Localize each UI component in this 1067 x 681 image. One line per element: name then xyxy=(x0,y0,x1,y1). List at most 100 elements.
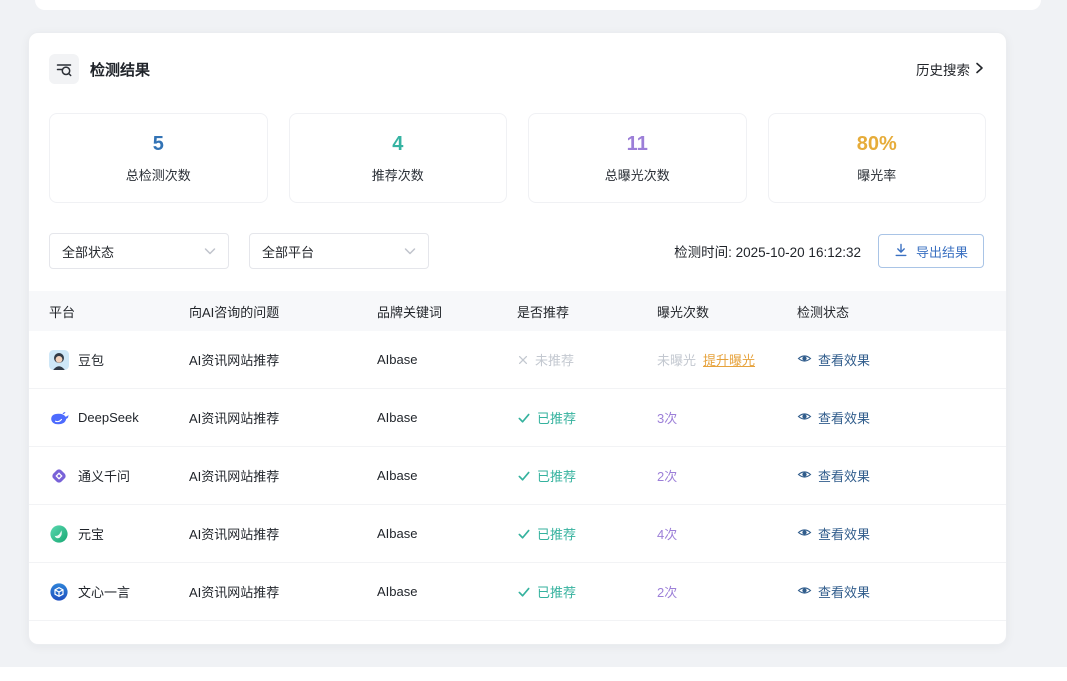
exposure-count: 4次 xyxy=(657,527,678,542)
status-filter-select[interactable]: 全部状态 xyxy=(49,233,229,269)
exposure-cell: 2次 xyxy=(657,582,797,601)
platform-name: 元宝 xyxy=(78,527,105,542)
chevron-right-icon xyxy=(975,62,984,77)
exposure-count: 3次 xyxy=(657,411,678,426)
recommend-cell: 已推荐 xyxy=(517,582,657,601)
page-title: 检测结果 xyxy=(90,61,151,79)
keyword-cell: AIbase xyxy=(377,410,418,425)
detection-results-panel: 检测结果 历史搜索 5 总检测次数 4 推荐次数 11 总曝光次数 80% 曝光… xyxy=(28,32,1007,645)
action-cell: 查看效果 xyxy=(797,408,1006,427)
table-row: DeepSeek AI资讯网站推荐 AIbase 已推荐 3次 查看效果 xyxy=(29,389,1006,447)
question-cell: AI资讯网站推荐 xyxy=(189,353,280,368)
previous-card-edge xyxy=(35,0,1041,10)
table-row: 豆包 AI资讯网站推荐 AIbase 未推荐 未曝光 提升曝光 查看效果 xyxy=(29,331,1006,389)
doubao-avatar-icon xyxy=(49,349,69,370)
stat-value: 5 xyxy=(152,133,164,155)
download-icon xyxy=(894,243,908,260)
keyword-cell: AIbase xyxy=(377,584,418,599)
eye-icon xyxy=(797,467,812,485)
platform-cell: 通义千问 xyxy=(49,466,189,486)
view-effect-link[interactable]: 查看效果 xyxy=(797,524,870,543)
eye-icon xyxy=(797,351,812,369)
view-effect-label: 查看效果 xyxy=(818,527,871,542)
boost-exposure-link[interactable]: 提升曝光 xyxy=(703,353,756,368)
recommended-status: 已推荐 xyxy=(517,466,657,485)
panel-title-wrap: 检测结果 xyxy=(49,54,150,84)
status-filter-value: 全部状态 xyxy=(62,244,115,260)
recommend-cell: 已推荐 xyxy=(517,408,657,427)
question-cell: AI资讯网站推荐 xyxy=(189,469,280,484)
wenxin-logo-icon xyxy=(49,582,69,602)
table-body: 豆包 AI资讯网站推荐 AIbase 未推荐 未曝光 提升曝光 查看效果 Deep… xyxy=(29,331,1006,621)
chevron-down-icon xyxy=(404,244,416,259)
table-row: 元宝 AI资讯网站推荐 AIbase 已推荐 4次 查看效果 xyxy=(29,505,1006,563)
eye-icon xyxy=(797,583,812,601)
view-effect-link[interactable]: 查看效果 xyxy=(797,350,870,369)
platform-name: DeepSeek xyxy=(78,410,139,425)
platform-cell: 豆包 xyxy=(49,349,189,370)
platform-filter-value: 全部平台 xyxy=(262,244,315,260)
stat-label: 曝光率 xyxy=(857,168,897,183)
export-results-label: 导出结果 xyxy=(915,244,968,260)
stat-card-total-detections: 5 总检测次数 xyxy=(49,113,268,203)
panel-header: 检测结果 历史搜索 xyxy=(29,33,1006,85)
stat-value: 80% xyxy=(856,133,897,155)
platform-filter-select[interactable]: 全部平台 xyxy=(249,233,429,269)
exposure-count: 未曝光 xyxy=(657,353,697,368)
recommended-status: 已推荐 xyxy=(517,524,657,543)
view-effect-link[interactable]: 查看效果 xyxy=(797,466,870,485)
recommended-status: 已推荐 xyxy=(517,582,657,601)
results-table: 平台 向AI咨询的问题 品牌关键词 是否推荐 曝光次数 检测状态 豆包 AI资讯… xyxy=(29,291,1006,621)
recommend-cell: 已推荐 xyxy=(517,466,657,485)
exposure-cell: 4次 xyxy=(657,524,797,543)
history-search-label: 历史搜索 xyxy=(916,63,970,78)
action-cell: 查看效果 xyxy=(797,466,1006,485)
col-header-question: 向AI咨询的问题 xyxy=(189,304,280,320)
filter-row: 全部状态 全部平台 检测时间: 2025-10-20 16:12:32 xyxy=(29,203,1006,269)
recommend-cell: 已推荐 xyxy=(517,524,657,543)
platform-cell: 元宝 xyxy=(49,524,189,544)
exposure-cell: 未曝光 提升曝光 xyxy=(657,350,797,369)
yuanbao-logo-icon xyxy=(49,524,69,544)
keyword-cell: AIbase xyxy=(377,526,418,541)
stat-card-total-exposures: 11 总曝光次数 xyxy=(528,113,747,203)
platform-name: 通义千问 xyxy=(78,469,131,484)
table-row: 通义千问 AI资讯网站推荐 AIbase 已推荐 2次 查看效果 xyxy=(29,447,1006,505)
platform-name: 文心一言 xyxy=(78,585,131,600)
action-cell: 查看效果 xyxy=(797,350,1006,369)
table-row: 文心一言 AI资讯网站推荐 AIbase 已推荐 2次 查看效果 xyxy=(29,563,1006,621)
qianwen-logo-icon xyxy=(49,466,69,486)
col-header-status: 检测状态 xyxy=(797,304,850,320)
stat-value: 11 xyxy=(626,133,648,155)
view-effect-link[interactable]: 查看效果 xyxy=(797,408,870,427)
keyword-cell: AIbase xyxy=(377,468,418,483)
table-header: 平台 向AI咨询的问题 品牌关键词 是否推荐 曝光次数 检测状态 xyxy=(29,291,1006,331)
action-cell: 查看效果 xyxy=(797,582,1006,601)
stat-card-recommendations: 4 推荐次数 xyxy=(288,113,507,203)
filter-right: 检测时间: 2025-10-20 16:12:32 导出结果 xyxy=(674,234,984,268)
export-results-button[interactable]: 导出结果 xyxy=(877,234,984,268)
recommended-status: 已推荐 xyxy=(517,408,657,427)
platform-cell: DeepSeek xyxy=(49,408,189,428)
eye-icon xyxy=(797,409,812,427)
col-header-platform: 平台 xyxy=(49,304,76,320)
exposure-cell: 2次 xyxy=(657,466,797,485)
question-cell: AI资讯网站推荐 xyxy=(189,411,280,426)
question-cell: AI资讯网站推荐 xyxy=(189,527,280,542)
detection-time: 检测时间: 2025-10-20 16:12:32 xyxy=(674,245,861,260)
view-effect-link[interactable]: 查看效果 xyxy=(797,582,870,601)
not-recommended-status: 未推荐 xyxy=(517,350,657,369)
view-effect-label: 查看效果 xyxy=(818,469,871,484)
eye-icon xyxy=(797,525,812,543)
stats-row: 5 总检测次数 4 推荐次数 11 总曝光次数 80% 曝光率 xyxy=(29,85,1006,203)
keyword-cell: AIbase xyxy=(377,352,418,367)
exposure-cell: 3次 xyxy=(657,408,797,427)
stat-card-exposure-rate: 80% 曝光率 xyxy=(767,113,986,203)
history-search-link[interactable]: 历史搜索 xyxy=(916,59,984,79)
platform-name: 豆包 xyxy=(78,353,105,368)
exposure-count: 2次 xyxy=(657,585,678,600)
chevron-down-icon xyxy=(204,244,216,259)
col-header-keyword: 品牌关键词 xyxy=(377,304,443,320)
next-section-edge xyxy=(0,667,1067,681)
action-cell: 查看效果 xyxy=(797,524,1006,543)
